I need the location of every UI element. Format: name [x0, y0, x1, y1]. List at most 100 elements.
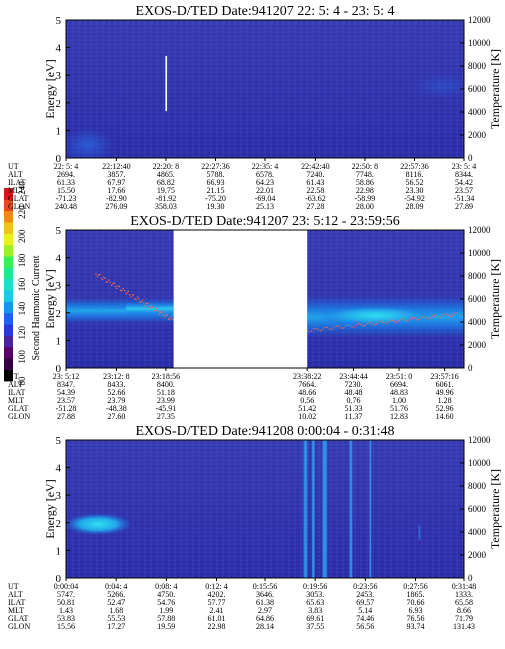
y-tick-label: 0 [56, 363, 62, 375]
ephemeris-row-label: GLAT [8, 194, 29, 203]
y2-axis-label: Temperature [K] [488, 49, 502, 129]
ephemeris-row-label: GLAT [8, 404, 29, 413]
ephemeris-value: 6061. [436, 380, 454, 389]
colorbar-tick-label: 180 [17, 253, 27, 267]
colorbar-stripe [4, 188, 13, 200]
temperature-point [105, 281, 108, 283]
ephemeris-value: 19.59 [157, 622, 175, 631]
temperature-point [122, 287, 124, 290]
temperature-point [355, 324, 358, 326]
ephemeris-value: 19.75 [157, 186, 175, 195]
y2-tick-label: 6000 [468, 294, 487, 304]
ephemeris-value: 65.58 [455, 598, 473, 607]
burst-stripe [311, 440, 315, 578]
ephemeris-value: 8400. [157, 380, 175, 389]
temperature-point [333, 327, 335, 329]
temperature-point [387, 321, 389, 323]
ephemeris-value: -58.99 [355, 194, 376, 203]
ephemeris-value: 0.56 [300, 396, 314, 405]
ephemeris-value: 51.33 [345, 404, 363, 413]
temperature-point [311, 330, 313, 332]
temperature-point [409, 318, 411, 320]
chart-title: EXOS-D/TED Date:941207 23: 5:12 - 23:59:… [130, 214, 399, 229]
ephemeris-value: 51.18 [157, 388, 175, 397]
colorbar-tick-label: 200 [17, 229, 27, 243]
y2-tick-label: 2000 [468, 550, 487, 560]
chart-title: EXOS-D/TED Date:941207 22: 5: 4 - 23: 5:… [136, 4, 395, 19]
y2-tick-label: 4000 [468, 107, 487, 117]
y-tick-label: 2 [56, 518, 62, 530]
ephemeris-value: -45.91 [156, 404, 177, 413]
ephemeris-value: 27.60 [107, 412, 125, 421]
spike-mark [165, 55, 168, 112]
temperature-point [418, 318, 420, 321]
ephemeris-row-label: GLAT [8, 614, 29, 623]
temperature-point [351, 326, 353, 328]
ephemeris-row-label: ALT [8, 590, 23, 599]
temperature-point [136, 296, 139, 298]
colorbar-stripe [4, 335, 13, 348]
ephemeris-value: 0:15:56 [253, 582, 277, 591]
y2-tick-label: 8000 [468, 481, 487, 491]
ephemeris-value: 27.89 [455, 202, 473, 211]
temperature-point [371, 322, 373, 325]
ephemeris-value: 54.76 [157, 598, 175, 607]
temperature-point [449, 315, 452, 317]
burst-stripe [303, 440, 308, 578]
y-tick-label: 1 [56, 545, 62, 557]
temperature-point [337, 325, 340, 328]
ephemeris-value: 1.43 [59, 606, 73, 615]
ephemeris-value: 54.42 [455, 178, 473, 187]
y-tick-label: 0 [56, 573, 62, 585]
ephemeris-row-label: MLT [8, 396, 24, 405]
ephemeris-value: 69.61 [306, 614, 324, 623]
ephemeris-value: 22:42:40 [301, 162, 329, 171]
temperature-point [145, 303, 148, 305]
ephemeris-row-label: MLT [8, 606, 24, 615]
ephemeris-value: 276.09 [105, 202, 127, 211]
y-tick-label: 4 [56, 43, 62, 55]
temperature-point [96, 276, 99, 278]
y-axis-label: Energy [eV] [43, 59, 57, 118]
temperature-point [382, 321, 384, 324]
ephemeris-value: -82.90 [106, 194, 127, 203]
temperature-point [373, 324, 376, 326]
plot-noise [66, 440, 464, 578]
ephemeris-value: 21.15 [207, 186, 225, 195]
ephemeris-value: 5788. [207, 170, 225, 179]
temperature-point [109, 281, 111, 284]
ephemeris-value: 27.88 [57, 412, 75, 421]
y-tick-label: 2 [56, 308, 62, 320]
ephemeris-value: -71.23 [56, 194, 77, 203]
temperature-point [148, 306, 150, 308]
temperature-point [407, 320, 409, 322]
temperature-point [389, 319, 391, 321]
temperature-point [405, 320, 407, 322]
y2-tick-label: 10000 [468, 248, 491, 258]
temperature-point [138, 298, 140, 300]
temperature-point [170, 316, 172, 318]
ephemeris-value: 23:38:22 [293, 372, 321, 381]
ephemeris-value: 5.14 [358, 606, 372, 615]
temperature-point [367, 322, 369, 324]
temperature-point [319, 330, 322, 332]
burst-stripe [418, 525, 421, 540]
y-tick-label: 4 [56, 253, 62, 265]
colorbar-stripe [4, 358, 13, 371]
y-axis-label: Energy [eV] [43, 269, 57, 328]
ephemeris-value: -63.62 [305, 194, 326, 203]
colorbar-stripe [4, 233, 13, 246]
temperature-point [344, 325, 346, 328]
temperature-point [156, 307, 158, 310]
ephemeris-value: 53.83 [57, 614, 75, 623]
temperature-point [132, 294, 135, 296]
colorbar-stripe [4, 267, 13, 280]
ephemeris-value: 23: 5:12 [53, 372, 79, 381]
ephemeris-row-label: ALT [8, 380, 23, 389]
ephemeris-value: 17.66 [107, 186, 125, 195]
ephemeris-value: 0:19:56 [303, 582, 327, 591]
ephemeris-value: 27.28 [306, 202, 324, 211]
temperature-point [427, 318, 429, 320]
temperature-point [112, 283, 114, 285]
